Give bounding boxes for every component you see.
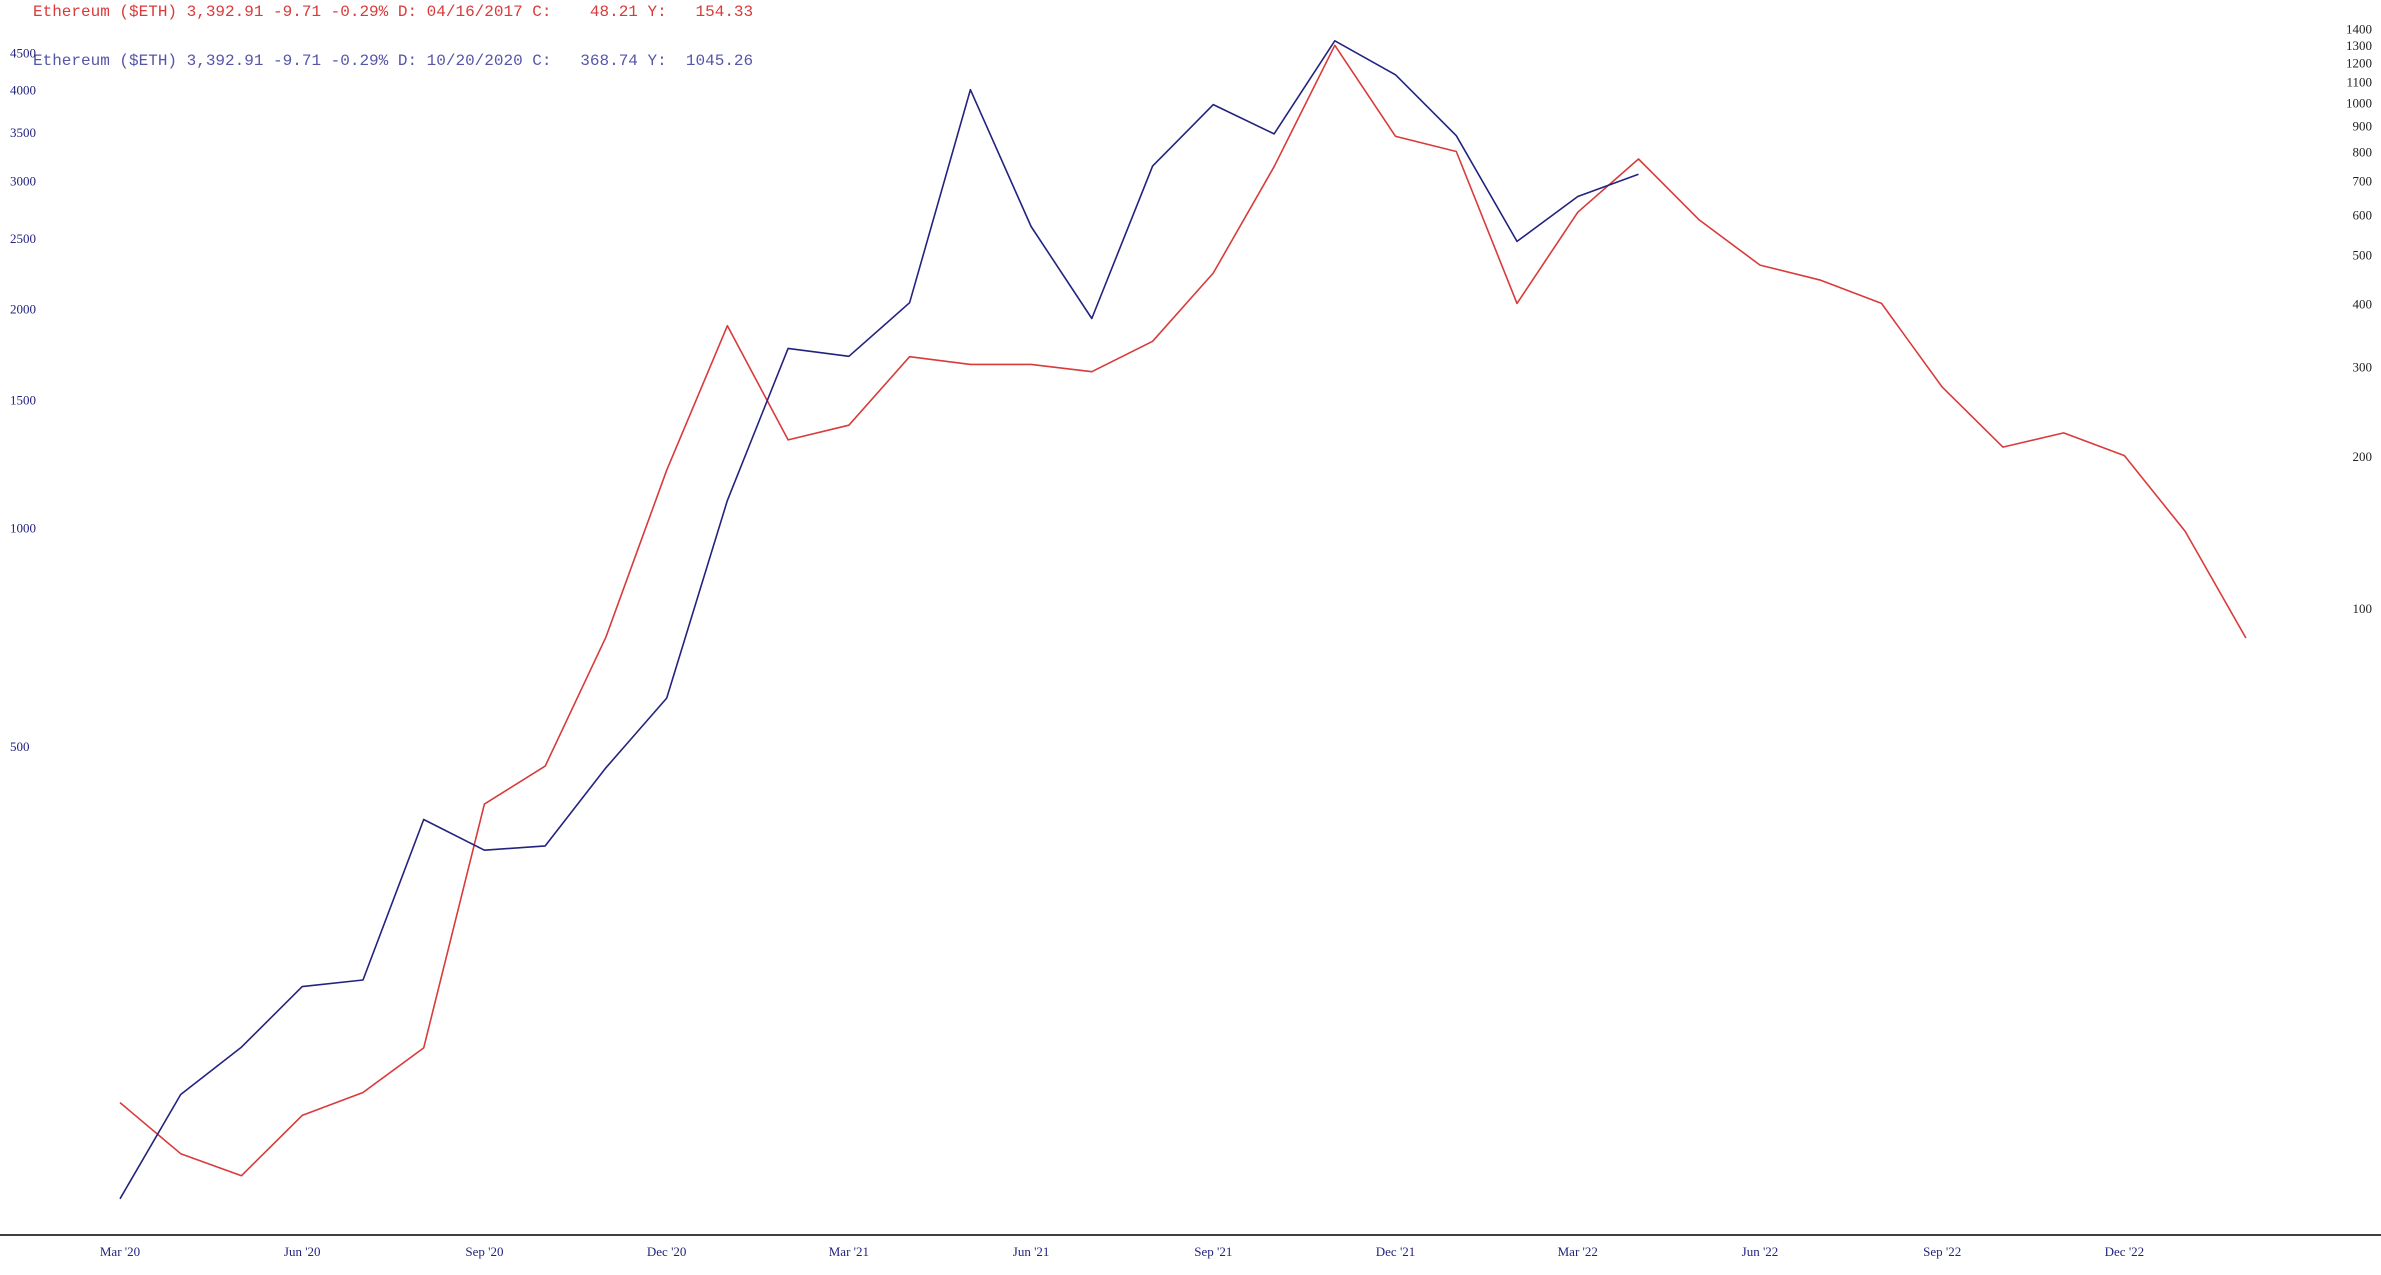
- y-tick-label: 500: [10, 739, 30, 754]
- y2-tick-label: 200: [2353, 449, 2373, 464]
- x-tick-label: Mar '22: [1558, 1244, 1598, 1259]
- x-tick-label: Jun '20: [284, 1244, 321, 1259]
- y2-tick-label: 700: [2353, 174, 2373, 189]
- x-tick-label: Jun '22: [1742, 1244, 1779, 1259]
- y2-tick-label: 800: [2353, 144, 2373, 159]
- x-tick-label: Mar '20: [100, 1244, 140, 1259]
- series-line: [119, 44, 2247, 1177]
- x-tick-label: Dec '22: [2105, 1244, 2145, 1259]
- y2-tick-label: 600: [2353, 208, 2373, 223]
- y2-tick-label: 1200: [2346, 55, 2372, 70]
- y2-tick-label: 1100: [2346, 75, 2372, 90]
- series-line: [119, 40, 1639, 1200]
- y-tick-label: 2000: [10, 302, 36, 317]
- y2-tick-label: 100: [2353, 601, 2373, 616]
- legend-entry: Ethereum ($ETH) 3,392.91 -9.71 -0.29% D:…: [33, 52, 753, 70]
- y-tick-label: 3000: [10, 174, 36, 189]
- legend-entry: Ethereum ($ETH) 3,392.91 -9.71 -0.29% D:…: [33, 3, 753, 21]
- y-tick-label: 1500: [10, 392, 36, 407]
- y-tick-label: 3500: [10, 125, 36, 140]
- y-tick-label: 4000: [10, 83, 36, 98]
- x-tick-label: Mar '21: [829, 1244, 869, 1259]
- x-tick-label: Sep '22: [1923, 1244, 1961, 1259]
- x-tick-label: Dec '21: [1376, 1244, 1416, 1259]
- y2-tick-label: 1400: [2346, 22, 2372, 37]
- x-tick-label: Sep '20: [465, 1244, 503, 1259]
- x-tick-label: Jun '21: [1013, 1244, 1050, 1259]
- y2-tick-label: 1000: [2346, 95, 2372, 110]
- x-tick-label: Sep '21: [1194, 1244, 1232, 1259]
- y-tick-label: 1000: [10, 520, 36, 535]
- y2-tick-label: 1300: [2346, 38, 2372, 53]
- y2-tick-label: 300: [2353, 360, 2373, 375]
- y-tick-label: 2500: [10, 231, 36, 246]
- y2-tick-label: 500: [2353, 248, 2373, 263]
- y-tick-label: 4500: [10, 46, 36, 61]
- y2-tick-label: 900: [2353, 119, 2373, 134]
- y2-tick-label: 400: [2353, 297, 2373, 312]
- x-tick-label: Dec '20: [647, 1244, 687, 1259]
